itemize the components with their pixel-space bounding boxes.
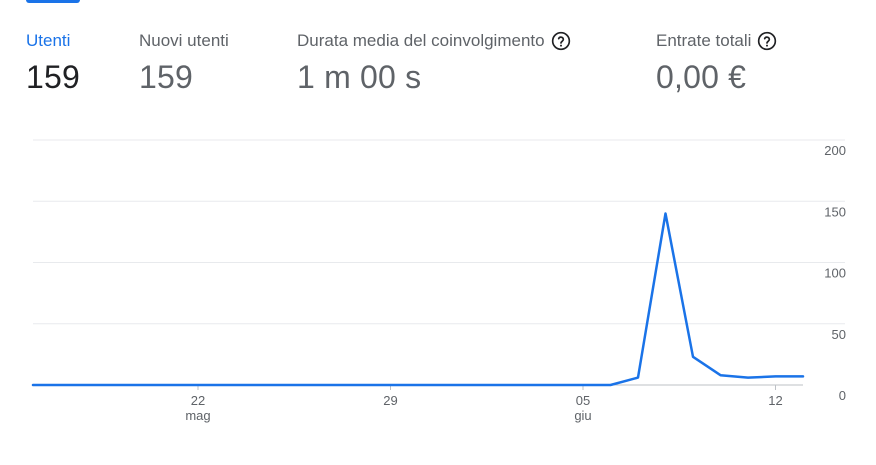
series-line-utenti (31, 212, 805, 387)
metric-label-text: Nuovi utenti (139, 31, 229, 50)
metric-value: 1 m 00 s (297, 59, 422, 95)
metric-card-durata-media[interactable]: Durata media del coinvolgimento 1 m 00 s (297, 30, 571, 96)
y-tick-label: 100 (824, 266, 846, 281)
x-tick-label: 12 (768, 393, 782, 408)
metric-label: Nuovi utenti (139, 30, 229, 52)
metric-label-text: Entrate totali (656, 31, 752, 50)
y-tick-label: 50 (832, 327, 846, 342)
metric-value: 159 (139, 59, 193, 95)
metric-card-entrate-totali[interactable]: Entrate totali 0,00 € (656, 30, 777, 96)
x-tick-label: 29 (383, 393, 397, 408)
metric-card-nuovi-utenti[interactable]: Nuovi utenti 159 (139, 30, 229, 96)
help-circle-icon[interactable] (757, 31, 777, 51)
x-tick-label: 22 (191, 393, 205, 408)
help-circle-icon[interactable] (551, 31, 571, 51)
x-tick-label: 05 (576, 393, 590, 408)
metric-label: Entrate totali (656, 30, 777, 52)
x-tick-sublabel: giu (574, 408, 591, 423)
active-tab-indicator (26, 0, 80, 3)
metric-value: 0,00 € (656, 59, 747, 95)
metric-value: 159 (26, 59, 80, 95)
metric-label: Durata media del coinvolgimento (297, 30, 571, 52)
x-tick-sublabel: mag (185, 408, 210, 423)
metric-label: Utenti (26, 30, 80, 52)
y-tick-label: 0 (839, 388, 846, 403)
y-tick-label: 150 (824, 204, 846, 219)
metric-card-utenti[interactable]: Utenti 159 (26, 30, 80, 96)
y-tick-label: 200 (824, 143, 846, 158)
metric-label-text: Utenti (26, 31, 71, 50)
metric-label-text: Durata media del coinvolgimento (297, 31, 545, 50)
